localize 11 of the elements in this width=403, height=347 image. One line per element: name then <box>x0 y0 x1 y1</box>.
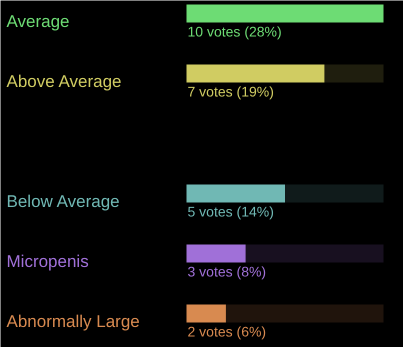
y-tick-label: Micropenis <box>6 252 89 271</box>
bar <box>186 304 226 322</box>
y-tick-label: Above Average <box>6 72 122 91</box>
data-label: 5 votes (14%) <box>188 204 274 220</box>
y-tick-label: Abnormally Large <box>6 312 140 331</box>
data-label: 7 votes (19%) <box>188 84 274 100</box>
data-label: 2 votes (6%) <box>188 324 266 340</box>
y-tick-label: Average <box>6 12 70 31</box>
data-label: 3 votes (8%) <box>188 264 266 280</box>
data-label: 10 votes (28%) <box>188 24 282 40</box>
y-tick-label: Below Average <box>6 192 120 211</box>
